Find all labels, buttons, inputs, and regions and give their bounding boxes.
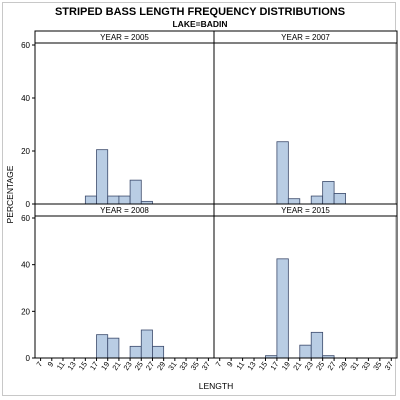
x-tick-label: 7 [214, 360, 224, 369]
bar [107, 195, 120, 205]
x-tick-label: 19 [99, 360, 111, 372]
bar [276, 141, 289, 205]
x-tick-label: 21 [110, 360, 122, 372]
x-tick-label: 21 [291, 360, 303, 372]
panel-label: YEAR = 2008 [100, 206, 149, 215]
bar [276, 258, 289, 359]
x-tick-label: 9 [225, 360, 235, 369]
x-tick-label: 11 [234, 360, 246, 372]
panel-border [34, 30, 215, 205]
x-tick-label: 17 [88, 360, 100, 372]
x-tick-label: 7 [34, 360, 44, 369]
x-tick-label: 37 [383, 360, 395, 372]
bar [96, 149, 109, 205]
x-tick-label: 23 [303, 360, 315, 372]
bar [96, 334, 109, 359]
x-tick-label: 13 [246, 360, 258, 372]
x-tick-label: 35 [189, 360, 201, 372]
bar [310, 195, 324, 205]
x-tick-label: 29 [155, 360, 167, 372]
y-axis-label: PERCENTAGE [5, 165, 15, 223]
x-tick-label: 33 [178, 360, 190, 372]
x-tick-label: 19 [280, 360, 292, 372]
x-axis-label: LENGTH [199, 381, 233, 391]
x-tick-label: 13 [66, 360, 78, 372]
y-tick-label: 60 [21, 41, 30, 50]
x-tick-label: 35 [371, 360, 383, 372]
x-tick-label: 27 [144, 360, 156, 372]
x-tick-label: 23 [122, 360, 134, 372]
bar [129, 179, 142, 205]
y-tick-label: 40 [21, 261, 30, 270]
bar [333, 192, 346, 205]
x-tick-label: 29 [337, 360, 349, 372]
x-tick-label: 25 [314, 360, 326, 372]
bar [107, 337, 120, 359]
bar [129, 345, 142, 359]
x-tick-label: 31 [166, 360, 178, 372]
x-tick-label: 9 [46, 360, 56, 369]
x-tick-label: 37 [200, 360, 212, 372]
x-tick-label: 33 [360, 360, 372, 372]
bar [322, 181, 335, 205]
figure-frame [2, 2, 396, 396]
panel-label: YEAR = 2005 [100, 33, 149, 42]
x-tick-label: 17 [268, 360, 280, 372]
bar [152, 345, 165, 359]
panel-border [213, 203, 398, 359]
x-tick-label: 25 [133, 360, 145, 372]
x-tick-label: 15 [257, 360, 269, 372]
y-tick-label: 0 [26, 200, 31, 209]
chart-subtitle: LAKE=BADIN [172, 19, 228, 29]
panel-label: YEAR = 2015 [281, 206, 330, 215]
bar [118, 195, 131, 205]
bar [299, 344, 312, 359]
panel-border [213, 30, 398, 205]
panel-border [34, 203, 215, 359]
bar [140, 329, 153, 359]
bar [310, 331, 324, 359]
panel-label: YEAR = 2007 [281, 33, 330, 42]
x-tick-label: 27 [326, 360, 338, 372]
y-tick-label: 0 [26, 354, 31, 363]
y-tick-label: 60 [21, 214, 30, 223]
y-tick-label: 20 [21, 147, 30, 156]
y-tick-label: 40 [21, 94, 30, 103]
x-tick-label: 15 [77, 360, 89, 372]
chart-title: STRIPED BASS LENGTH FREQUENCY DISTRIBUTI… [54, 6, 346, 18]
bar [84, 195, 97, 205]
y-tick-label: 20 [21, 307, 30, 316]
x-tick-label: 11 [55, 360, 67, 372]
bar [287, 198, 301, 205]
x-tick-label: 31 [348, 360, 360, 372]
